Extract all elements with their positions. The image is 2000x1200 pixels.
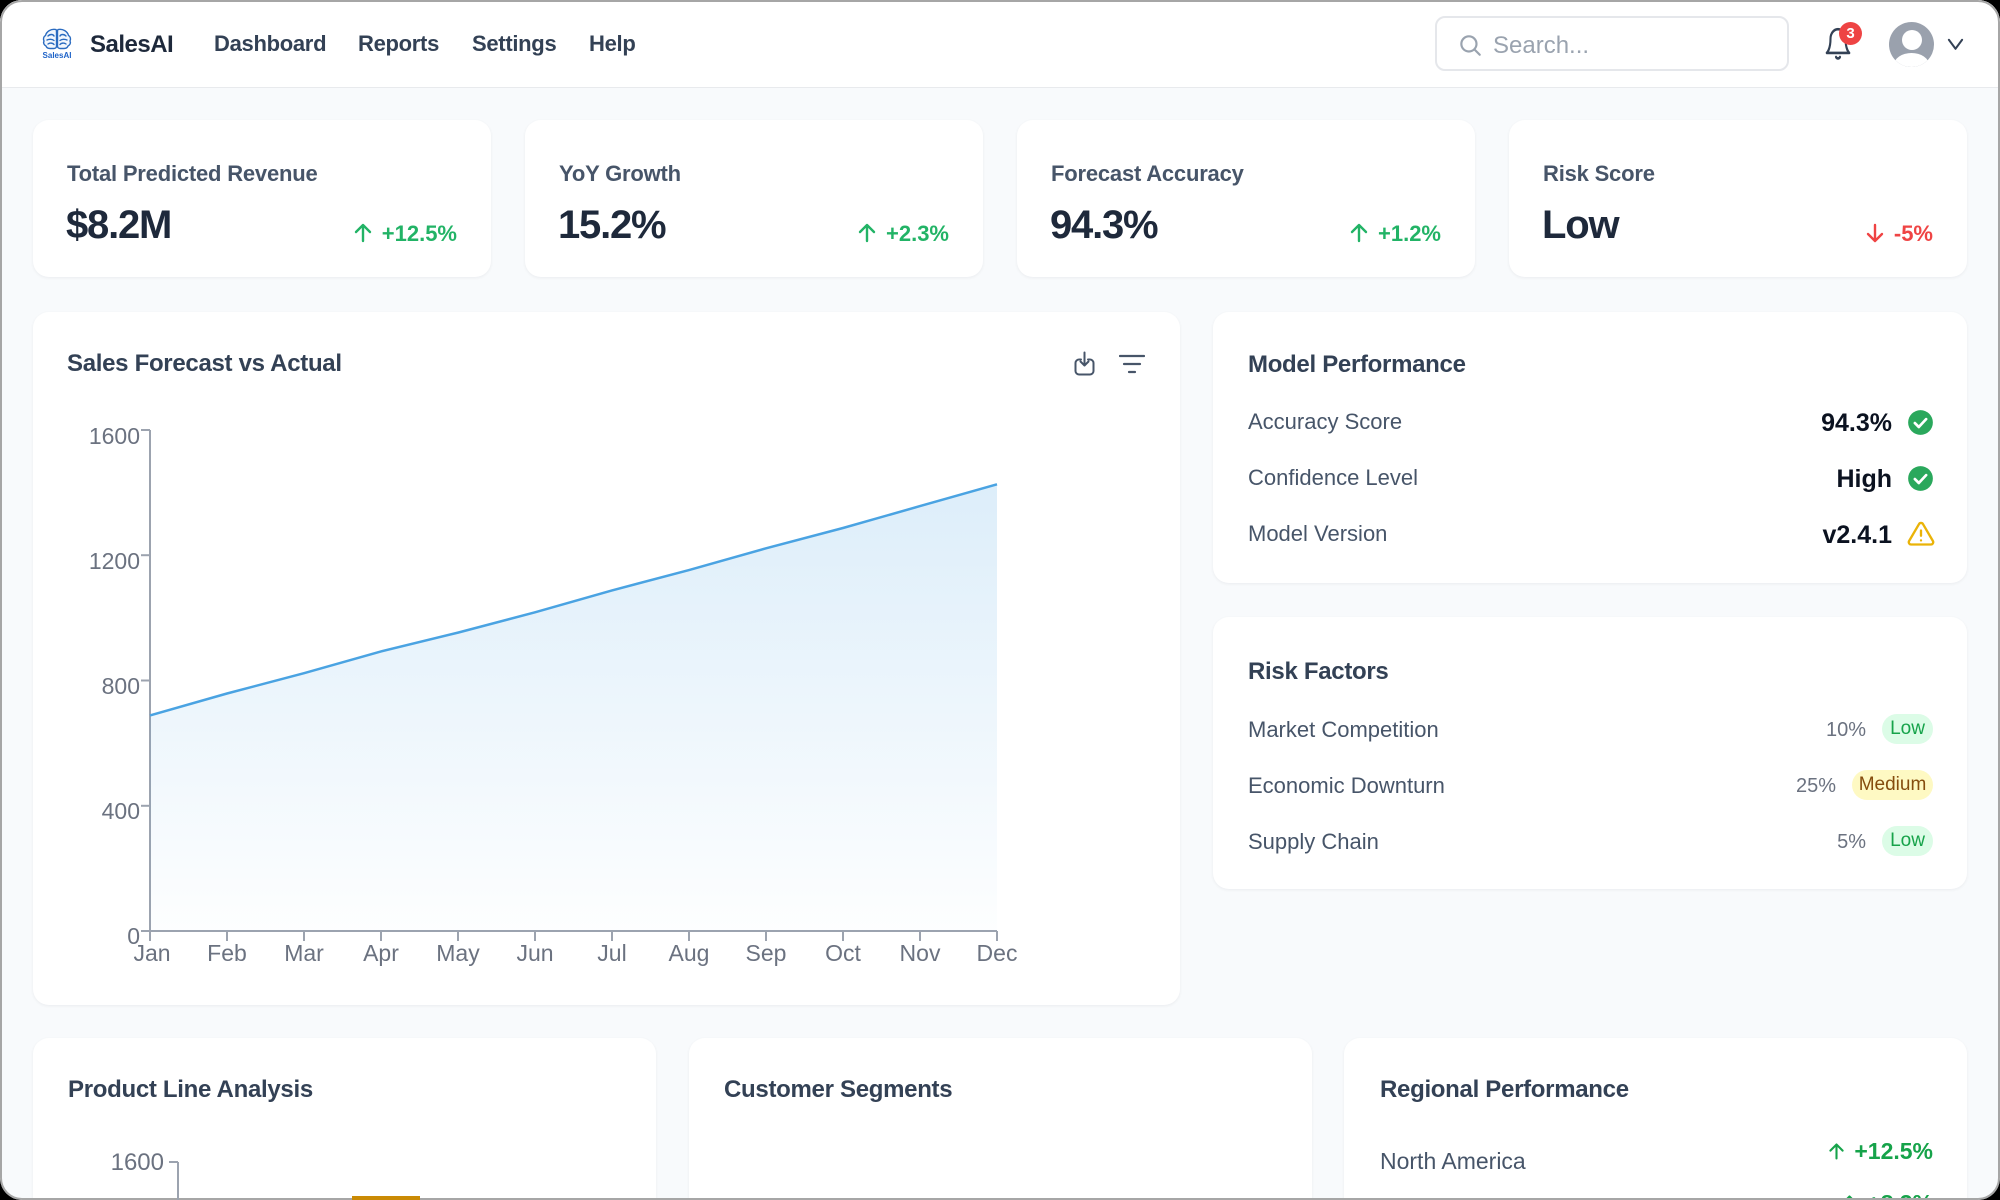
svg-text:1600: 1600 <box>89 423 140 449</box>
svg-text:Mar: Mar <box>284 940 324 966</box>
svg-text:1200: 1200 <box>89 548 140 574</box>
svg-text:0: 0 <box>127 923 140 949</box>
svg-text:Jul: Jul <box>597 940 626 966</box>
svg-text:May: May <box>436 940 480 966</box>
svg-text:800: 800 <box>102 673 140 699</box>
svg-text:Dec: Dec <box>977 940 1018 966</box>
svg-text:Jun: Jun <box>516 940 553 966</box>
svg-text:400: 400 <box>102 798 140 824</box>
svg-text:Oct: Oct <box>825 940 861 966</box>
svg-text:Jan: Jan <box>133 940 170 966</box>
svg-text:1600: 1600 <box>111 1149 164 1176</box>
svg-text:Feb: Feb <box>207 940 247 966</box>
svg-text:Apr: Apr <box>363 940 399 966</box>
svg-text:Aug: Aug <box>669 940 710 966</box>
svg-text:Nov: Nov <box>900 940 941 966</box>
svg-text:SalesAI: SalesAI <box>43 51 72 59</box>
svg-text:Sep: Sep <box>746 940 787 966</box>
